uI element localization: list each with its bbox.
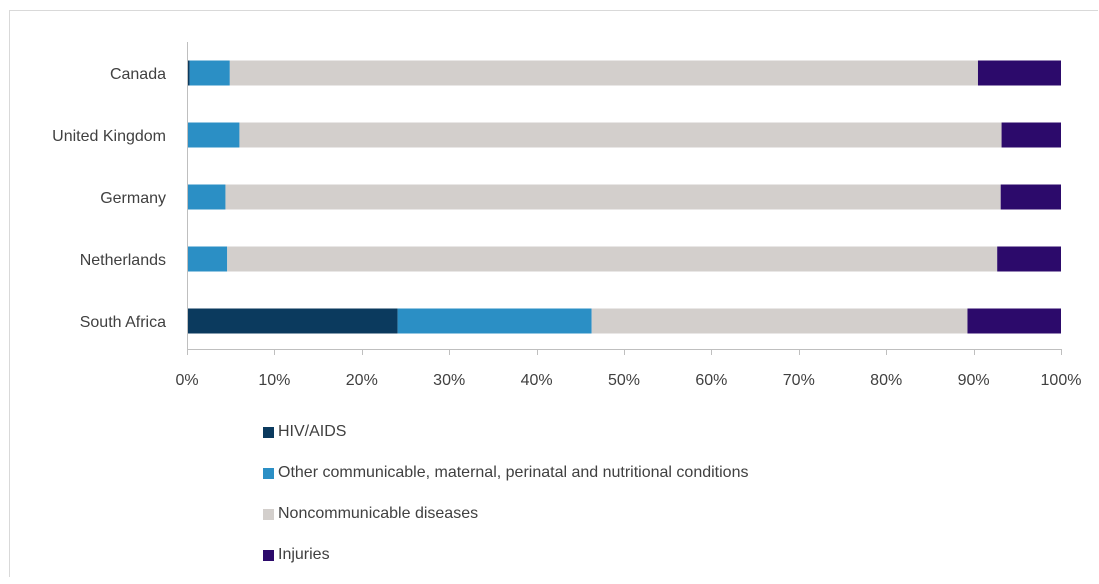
bar-segment-germany-s1 (187, 184, 226, 210)
x-tick-label: 70% (783, 372, 815, 389)
bar-segment-canada-s1 (189, 60, 230, 86)
x-tick-label: 0% (175, 372, 198, 389)
category-label: Germany (100, 190, 166, 207)
bar-segment-united-kingdom-s3 (1001, 122, 1061, 148)
bar-segment-united-kingdom-s1 (187, 122, 240, 148)
legend-swatch (263, 426, 274, 438)
bar-segment-netherlands-s1 (187, 246, 228, 272)
category-label: United Kingdom (52, 128, 166, 145)
category-label: Canada (110, 66, 166, 83)
legend-swatch (263, 508, 274, 520)
x-tick-label: 50% (608, 372, 640, 389)
x-tick-label: 20% (346, 372, 378, 389)
x-tick-label: 60% (695, 372, 727, 389)
bar-segment-netherlands-s2 (227, 246, 998, 272)
bar-segment-canada-s2 (229, 60, 978, 86)
bar-segment-united-kingdom-s2 (239, 122, 1002, 148)
category-label: South Africa (80, 314, 166, 331)
legend-item: HIV/AIDS (263, 420, 748, 444)
bar-segment-south-africa-s1 (397, 308, 592, 334)
axis-layer (187, 42, 1062, 355)
bar-segment-canada-s0 (187, 60, 190, 86)
bar-segment-germany-s2 (225, 184, 1001, 210)
stacked-bar-chart: Canada United Kingdom Germany Netherlands So… (52, 42, 1081, 389)
chart-legend: HIV/AIDS Other communicable, maternal, pe… (263, 420, 748, 584)
x-tick-label: 40% (521, 372, 553, 389)
bar-segment-south-africa-s2 (591, 308, 968, 334)
legend-label: HIV/AIDS (278, 423, 347, 440)
legend-item: Noncommunicable diseases (263, 502, 748, 526)
bar-segment-canada-s3 (977, 60, 1061, 86)
legend-label: Other communicable, maternal, perinatal … (278, 464, 749, 481)
x-tick-label: 80% (870, 372, 902, 389)
legend-swatch (263, 549, 274, 561)
legend-label: Noncommunicable diseases (278, 505, 479, 522)
labels-layer: Canada United Kingdom Germany Netherlands So… (52, 66, 1081, 389)
bar-segment-germany-s3 (1000, 184, 1061, 210)
bar-segment-netherlands-s3 (997, 246, 1061, 272)
category-label: Netherlands (80, 252, 166, 269)
legend-label: Injuries (278, 546, 330, 563)
x-tick-label: 10% (258, 372, 290, 389)
legend-item: Other communicable, maternal, perinatal … (263, 461, 748, 485)
bar-segment-south-africa-s3 (967, 308, 1061, 334)
bars-layer (187, 60, 1061, 334)
x-tick-label: 100% (1041, 372, 1082, 389)
legend-swatch (263, 467, 274, 479)
chart-frame (9, 10, 1098, 577)
x-tick-label: 30% (433, 372, 465, 389)
bar-segment-south-africa-s0 (187, 308, 398, 334)
legend-item: Injuries (263, 543, 748, 567)
x-tick-label: 90% (958, 372, 990, 389)
